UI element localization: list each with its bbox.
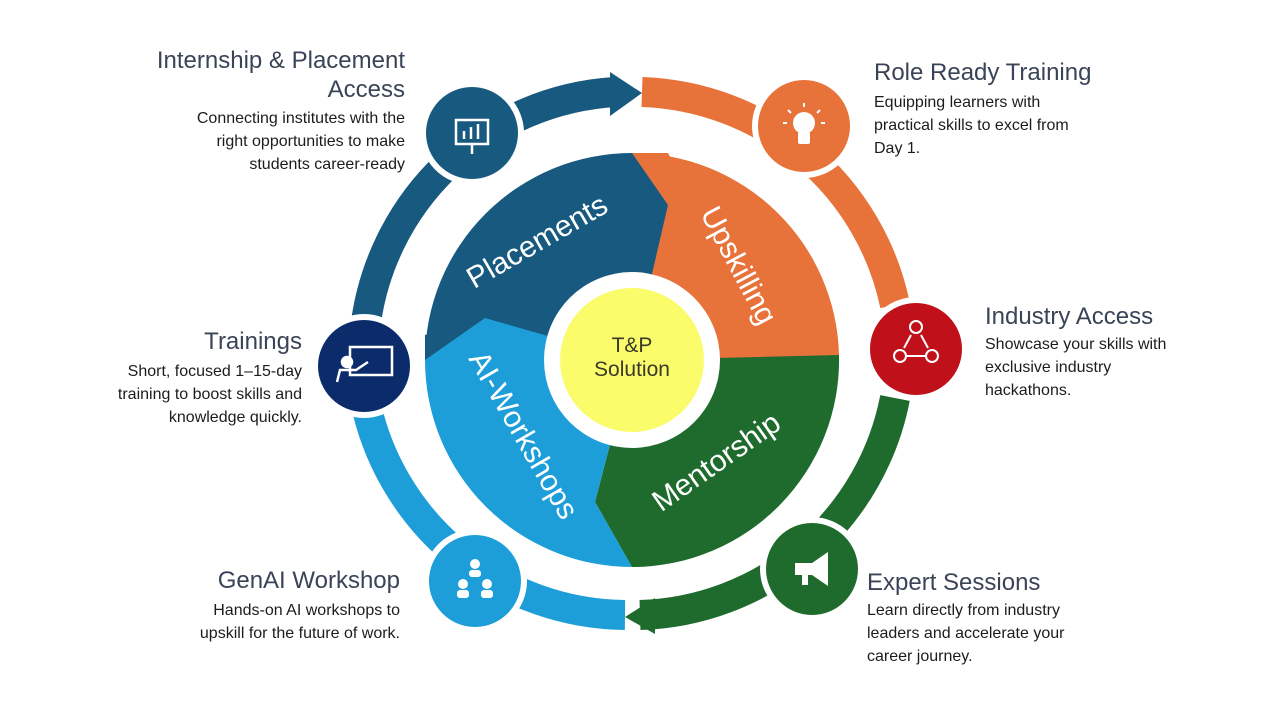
industry-icon-badge <box>864 297 968 401</box>
expert-desc-line1: Learn directly from industry <box>867 602 1060 619</box>
feature-industry: Industry Access Showcase your skills wit… <box>985 302 1245 402</box>
expert-desc-line3: career journey. <box>867 648 973 665</box>
feature-role-ready: Role Ready Training Equipping learners w… <box>874 58 1174 160</box>
internship-desc-line2: right opportunities to make <box>216 133 405 150</box>
role-ready-desc-line2: practical skills to excel from <box>874 117 1069 134</box>
role-ready-title: Role Ready Training <box>874 59 1092 86</box>
genai-icon-badge <box>423 529 527 633</box>
role-ready-icon-badge <box>752 74 856 178</box>
network-people-icon <box>893 320 939 363</box>
industry-desc-line3: hackathons. <box>985 382 1072 399</box>
lightbulb-icon <box>783 103 825 144</box>
genai-title: GenAI Workshop <box>217 567 400 594</box>
internship-title-line2: Access <box>327 76 405 103</box>
group-icon <box>457 559 493 598</box>
internship-title-line1: Internship & Placement <box>156 47 405 74</box>
trainings-title: Trainings <box>204 328 302 355</box>
center-label-line1: T&P <box>612 334 653 357</box>
expert-icon-badge <box>760 517 864 621</box>
feature-genai: GenAI Workshop Hands-on AI workshops to … <box>120 566 400 645</box>
internship-icon-badge <box>420 81 524 185</box>
feature-expert: Expert Sessions Learn directly from indu… <box>867 568 1167 668</box>
trainings-icon-badge <box>312 314 416 418</box>
feature-internship: Internship & Placement Access Connecting… <box>70 46 405 176</box>
role-ready-desc-line1: Equipping learners with <box>874 94 1041 111</box>
trainings-desc-line1: Short, focused 1–15-day <box>127 363 302 380</box>
industry-desc-line1: Showcase your skills with <box>985 336 1167 353</box>
internship-desc-line1: Connecting institutes with the <box>196 110 405 127</box>
feature-trainings: Trainings Short, focused 1–15-day traini… <box>60 327 302 429</box>
internship-desc-line3: students career-ready <box>249 156 405 173</box>
trainings-desc-line2: training to boost skills and <box>117 386 302 403</box>
industry-title: Industry Access <box>985 303 1154 330</box>
outer-arc-mentorship-arrowhead <box>625 598 655 634</box>
trainings-desc-line3: knowledge quickly. <box>168 409 302 426</box>
presentation-chart-icon <box>454 118 490 154</box>
center-label-line2: Solution <box>594 358 670 381</box>
role-ready-desc-line3: Day 1. <box>874 140 921 157</box>
megaphone-icon <box>795 552 828 586</box>
genai-desc-line2: upskill for the future of work. <box>199 625 400 642</box>
industry-desc-line2: exclusive industry <box>985 359 1112 376</box>
center-circle <box>560 288 704 432</box>
teacher-board-icon <box>335 345 394 383</box>
outer-arc-placement-arrowhead <box>610 72 642 116</box>
expert-desc-line2: leaders and accelerate your <box>867 625 1065 642</box>
genai-desc-line1: Hands-on AI workshops to <box>213 602 400 619</box>
expert-title: Expert Sessions <box>867 569 1041 596</box>
